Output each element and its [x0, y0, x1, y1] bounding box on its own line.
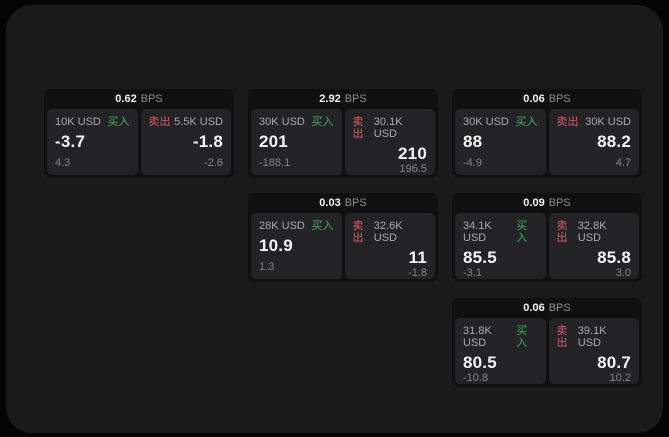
sell-side-label: 卖出: [352, 220, 364, 244]
quote-body: 31.8K USD 买入 80.5 -10.8 卖出 39.1K USD 80.…: [452, 318, 642, 384]
buy-quote-panel[interactable]: 34.1K USD 买入 85.5 -3.1: [455, 213, 546, 279]
buy-side-label: 买入: [516, 220, 528, 244]
buy-change: 4.3: [55, 157, 71, 169]
bps-header: 0.06 BPS: [452, 89, 642, 109]
bps-header: 0.09 BPS: [452, 193, 642, 213]
buy-change: -10.8: [463, 372, 489, 384]
sell-change: 196.5: [399, 163, 427, 175]
bps-value: 0.06: [523, 93, 545, 105]
buy-price: 10.9: [259, 236, 293, 255]
sell-size: 39.1K USD: [577, 325, 607, 349]
buy-price: 85.5: [463, 248, 497, 267]
buy-size: 34.1K USD: [463, 220, 492, 244]
sell-size: 30.1K USD: [373, 116, 403, 140]
sell-change: 3.0: [615, 267, 631, 279]
buy-change: 1.3: [259, 261, 275, 273]
buy-size: 31.8K USD: [463, 325, 492, 349]
buy-size: 28K USD: [259, 220, 305, 232]
sell-change: -2.6: [204, 157, 223, 169]
quote-card-1: 0.62 BPS 10K USD 买入 -3.7 4.3 卖出 5.5K USD: [44, 89, 234, 178]
sell-quote-panel[interactable]: 卖出 5.5K USD -1.8 -2.6: [140, 109, 231, 175]
buy-size: 30K USD: [463, 116, 509, 128]
buy-quote-panel[interactable]: 30K USD 买入 201 -188.1: [251, 109, 342, 175]
sell-side-label: 卖出: [556, 116, 579, 128]
quote-body: 30K USD 买入 201 -188.1 卖出 30.1K USD 210 1…: [248, 109, 438, 175]
buy-price: 201: [259, 132, 288, 151]
quote-body: 30K USD 买入 88 -4.9 卖出 30K USD 88.2 4.7: [452, 109, 642, 175]
quote-card-6: 0.06 BPS 31.8K USD 买入 80.5 -10.8 卖出 39.1…: [452, 298, 642, 387]
buy-quote-panel[interactable]: 28K USD 买入 10.9 1.3: [251, 213, 342, 279]
sell-size: 32.6K USD: [373, 220, 403, 244]
sell-change: 4.7: [615, 157, 631, 169]
quote-card-5: 0.09 BPS 34.1K USD 买入 85.5 -3.1 卖出 32.8K…: [452, 193, 642, 282]
quote-card-4: 0.03 BPS 28K USD 买入 10.9 1.3 卖出 32.6K US…: [248, 193, 438, 282]
sell-size: 5.5K USD: [174, 116, 223, 128]
sell-size: 30K USD: [585, 116, 631, 128]
bps-unit-label: BPS: [548, 93, 571, 105]
bps-unit-label: BPS: [548, 197, 571, 209]
bps-value: 0.09: [523, 197, 545, 209]
buy-price: 88: [463, 132, 483, 151]
bps-unit-label: BPS: [548, 302, 571, 314]
buy-side-label: 买入: [311, 220, 334, 232]
quote-card-2: 2.92 BPS 30K USD 买入 201 -188.1 卖出 30.1K …: [248, 89, 438, 178]
buy-change: -4.9: [463, 157, 482, 169]
quote-body: 34.1K USD 买入 85.5 -3.1 卖出 32.8K USD 85.8…: [452, 213, 642, 279]
buy-change: -188.1: [259, 157, 291, 169]
sell-price: 80.7: [597, 353, 631, 372]
sell-side-label: 卖出: [556, 325, 568, 349]
bps-value: 2.92: [319, 93, 341, 105]
sell-side-label: 卖出: [556, 220, 568, 244]
buy-quote-panel[interactable]: 30K USD 买入 88 -4.9: [455, 109, 546, 175]
sell-quote-panel[interactable]: 卖出 39.1K USD 80.7 10.2: [548, 318, 639, 384]
sell-price: 85.8: [597, 248, 631, 267]
sell-price: 11: [408, 248, 427, 267]
bps-value: 0.62: [115, 93, 137, 105]
sell-size: 32.8K USD: [577, 220, 607, 244]
buy-side-label: 买入: [515, 116, 538, 128]
bps-unit-label: BPS: [344, 197, 367, 209]
sell-price: 210: [398, 144, 427, 163]
sell-side-label: 卖出: [148, 116, 171, 128]
quote-body: 28K USD 买入 10.9 1.3 卖出 32.6K USD 11 -1.8: [248, 213, 438, 279]
sell-quote-panel[interactable]: 卖出 30.1K USD 210 196.5: [344, 109, 435, 175]
buy-quote-panel[interactable]: 31.8K USD 买入 80.5 -10.8: [455, 318, 546, 384]
buy-price: -3.7: [55, 132, 86, 151]
quote-card-3: 0.06 BPS 30K USD 买入 88 -4.9 卖出 30K USD: [452, 89, 642, 178]
buy-size: 10K USD: [55, 116, 101, 128]
bps-value: 0.06: [523, 302, 545, 314]
bps-header: 0.62 BPS: [44, 89, 234, 109]
sell-change: 10.2: [609, 372, 631, 384]
buy-change: -3.1: [463, 267, 482, 279]
bps-header: 0.06 BPS: [452, 298, 642, 318]
buy-side-label: 买入: [516, 325, 528, 349]
bps-unit-label: BPS: [140, 93, 163, 105]
sell-quote-panel[interactable]: 卖出 32.8K USD 85.8 3.0: [548, 213, 639, 279]
buy-quote-panel[interactable]: 10K USD 买入 -3.7 4.3: [47, 109, 138, 175]
buy-side-label: 买入: [311, 116, 334, 128]
buy-size: 30K USD: [259, 116, 305, 128]
bps-header: 0.03 BPS: [248, 193, 438, 213]
sell-price: -1.8: [192, 132, 223, 151]
sell-quote-panel[interactable]: 卖出 32.6K USD 11 -1.8: [344, 213, 435, 279]
buy-side-label: 买入: [107, 116, 130, 128]
buy-price: 80.5: [463, 353, 497, 372]
sell-quote-panel[interactable]: 卖出 30K USD 88.2 4.7: [548, 109, 639, 175]
bps-header: 2.92 BPS: [248, 89, 438, 109]
main-panel: 0.62 BPS 10K USD 买入 -3.7 4.3 卖出 5.5K USD: [6, 5, 663, 433]
quote-body: 10K USD 买入 -3.7 4.3 卖出 5.5K USD -1.8 -2.…: [44, 109, 234, 175]
bps-unit-label: BPS: [344, 93, 367, 105]
sell-side-label: 卖出: [352, 116, 364, 140]
bps-value: 0.03: [319, 197, 341, 209]
sell-change: -1.8: [408, 267, 427, 279]
sell-price: 88.2: [597, 132, 631, 151]
